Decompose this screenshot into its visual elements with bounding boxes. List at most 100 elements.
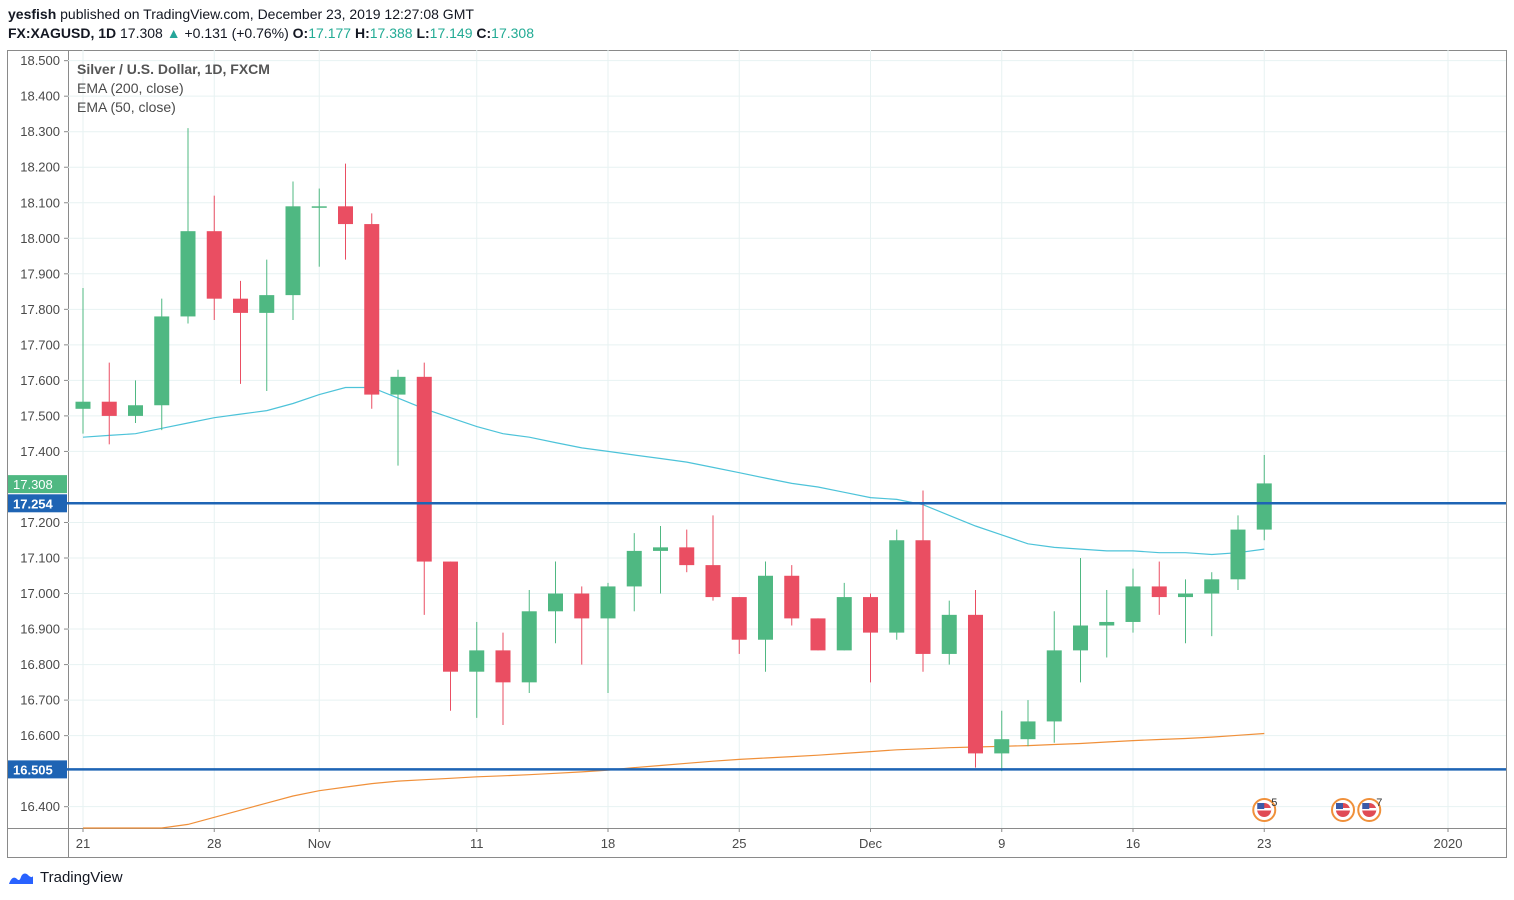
symbol-label: FX:XAGUSD, 1D	[8, 25, 117, 41]
candle-down[interactable]	[574, 593, 590, 619]
candle-down[interactable]	[233, 298, 248, 313]
x-tick-label: Nov	[308, 836, 332, 851]
last-price: 17.308	[120, 25, 163, 41]
candle-down[interactable]	[731, 597, 747, 640]
y-tick-label: 18.000	[20, 231, 60, 246]
candle-up[interactable]	[941, 614, 957, 654]
flag-stripe	[1257, 808, 1272, 811]
flag-canton	[1257, 803, 1265, 809]
candle-down[interactable]	[101, 401, 117, 416]
candle-down[interactable]	[784, 575, 800, 619]
author-name[interactable]: yesfish	[8, 6, 57, 22]
y-tick-label: 17.600	[20, 373, 60, 388]
y-tick-label: 17.400	[20, 444, 60, 459]
candle-up[interactable]	[1230, 529, 1246, 580]
candle-down[interactable]	[915, 540, 931, 654]
y-tick-label: 18.100	[20, 195, 60, 210]
candle-down[interactable]	[416, 376, 432, 562]
close-label: C:	[476, 25, 492, 41]
x-tick-label: 2020	[1434, 836, 1463, 851]
y-tick-label: 17.200	[20, 515, 60, 530]
publish-info: yesfish published on TradingView.com, De…	[8, 6, 474, 22]
x-tick-label: 23	[1257, 836, 1271, 851]
candle-down[interactable]	[495, 650, 511, 683]
x-tick-label: 18	[601, 836, 615, 851]
candle-up[interactable]	[1099, 621, 1115, 626]
candle-down[interactable]	[338, 206, 353, 225]
candle-up[interactable]	[180, 231, 196, 317]
candle-down[interactable]	[810, 618, 826, 651]
candle-up[interactable]	[75, 401, 91, 409]
ema200-line	[83, 732, 1265, 829]
series-title[interactable]: Silver / U.S. Dollar, 1D, FXCM	[77, 61, 270, 77]
candle-up[interactable]	[521, 611, 537, 683]
candle-up[interactable]	[836, 597, 852, 651]
brand-name: TradingView	[40, 869, 123, 886]
ema50-legend[interactable]: EMA (50, close)	[77, 99, 176, 115]
candle-up[interactable]	[1178, 593, 1193, 598]
y-tick-label: 17.800	[20, 302, 60, 317]
x-tick-label: Dec	[859, 836, 883, 851]
price-change: +0.131 (+0.76%)	[184, 25, 289, 41]
open-label: O:	[292, 25, 309, 41]
candle-up[interactable]	[758, 575, 773, 640]
candle-up[interactable]	[889, 540, 905, 633]
flag-stripe	[1336, 808, 1350, 811]
open-value: 17.177	[308, 25, 352, 41]
candle-up[interactable]	[548, 593, 563, 612]
candle-up[interactable]	[311, 206, 327, 208]
high-label: H:	[354, 25, 370, 41]
line-price-badge	[8, 494, 67, 513]
y-tick-label: 18.300	[20, 124, 60, 139]
candle-down[interactable]	[443, 561, 458, 672]
candle-up[interactable]	[128, 405, 143, 416]
candle-up[interactable]	[154, 316, 170, 406]
chart-frame	[7, 50, 1507, 858]
candle-up[interactable]	[1020, 721, 1036, 740]
candle-up[interactable]	[390, 376, 406, 395]
candle-up[interactable]	[1125, 586, 1141, 622]
x-tick-label: 25	[732, 836, 746, 851]
candle-up[interactable]	[1073, 625, 1088, 651]
event-count-label: 7	[1376, 797, 1382, 809]
y-tick-label: 17.700	[20, 337, 60, 352]
candle-down[interactable]	[968, 614, 983, 754]
x-tick-label: 16	[1126, 836, 1140, 851]
candle-up[interactable]	[626, 550, 642, 587]
candle-down[interactable]	[679, 547, 695, 566]
candle-up[interactable]	[469, 650, 485, 672]
candle-up[interactable]	[994, 739, 1010, 754]
line-price-label: 17.254	[13, 496, 54, 511]
y-tick-label: 16.700	[20, 693, 60, 708]
ema200-legend[interactable]: EMA (200, close)	[77, 80, 184, 96]
candle-up[interactable]	[285, 206, 301, 296]
candle-down[interactable]	[364, 224, 380, 395]
x-tick-label: 9	[998, 836, 1005, 851]
tradingview-brand[interactable]: TradingView	[8, 869, 123, 886]
high-value: 17.388	[369, 25, 413, 41]
candle-up[interactable]	[1204, 579, 1220, 594]
candle-up[interactable]	[653, 547, 668, 551]
quote-line: FX:XAGUSD, 1D 17.308 ▲ +0.131 (+0.76%) O…	[8, 25, 534, 41]
ema50-line	[82, 386, 1265, 556]
y-tick-label: 17.900	[20, 266, 60, 281]
low-label: L:	[416, 25, 430, 41]
line-price-badge	[8, 760, 67, 779]
y-tick-label: 17.100	[20, 551, 60, 566]
candle-up[interactable]	[600, 586, 616, 619]
x-tick-label: 21	[76, 836, 90, 851]
line-price-label: 16.505	[13, 762, 53, 777]
candle-up[interactable]	[1046, 650, 1062, 722]
candle-down[interactable]	[206, 231, 222, 299]
flag-stripe	[1362, 808, 1377, 811]
candle-up[interactable]	[1256, 483, 1272, 530]
flag-canton	[1362, 803, 1370, 809]
y-tick-label: 18.200	[20, 160, 60, 175]
y-tick-label: 16.800	[20, 657, 60, 672]
candle-down[interactable]	[1151, 586, 1167, 598]
candle-down[interactable]	[705, 565, 721, 598]
tradingview-logo-icon	[9, 873, 33, 884]
candle-down[interactable]	[863, 597, 878, 633]
candle-up[interactable]	[259, 295, 275, 313]
